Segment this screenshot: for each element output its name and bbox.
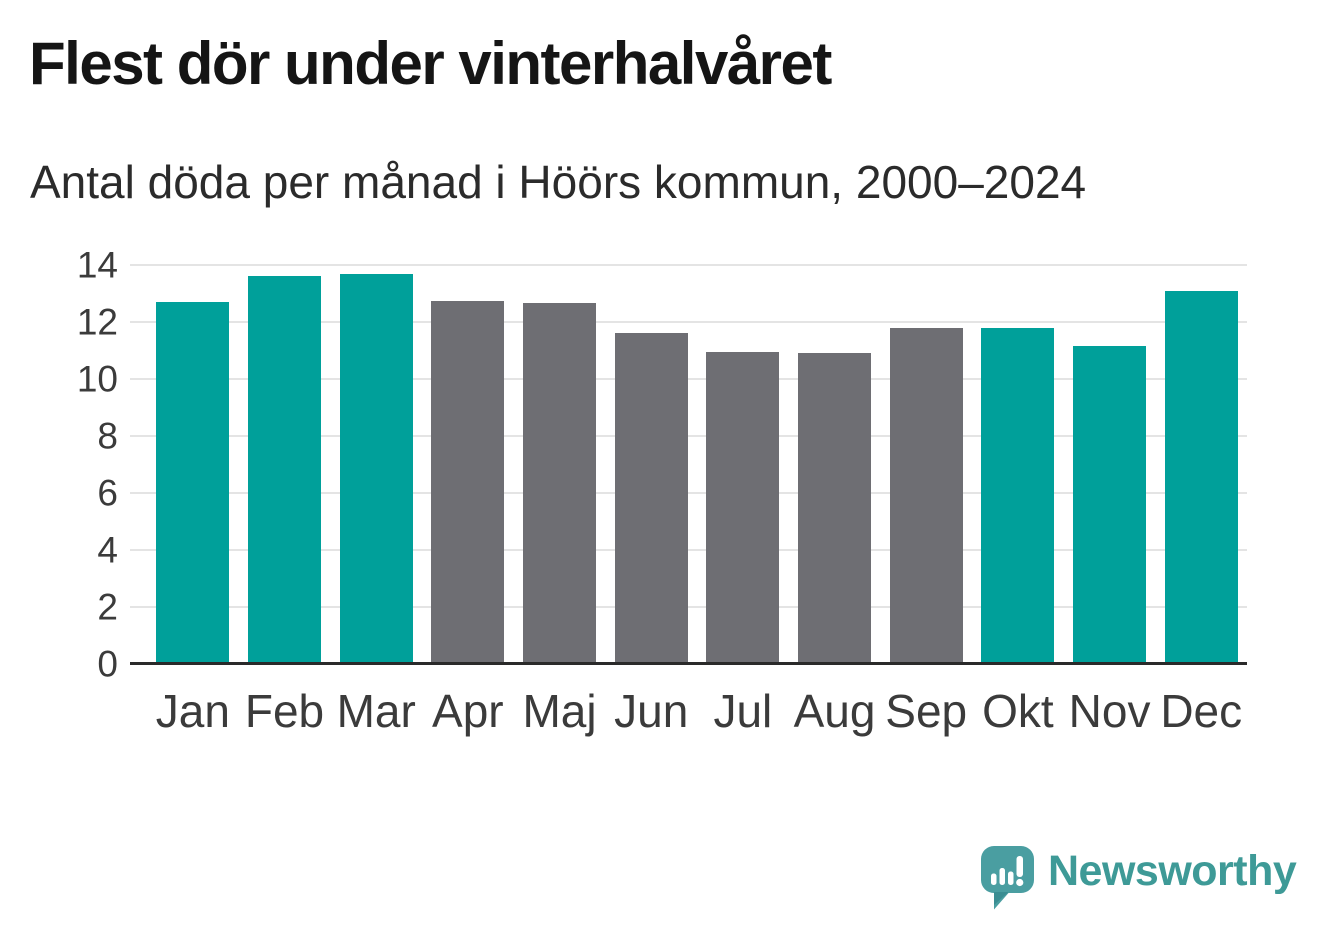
- bar-slot-dec: [1155, 265, 1247, 664]
- gridline-6: [130, 492, 1247, 494]
- x-tick-label-mar: Mar: [336, 685, 416, 737]
- y-tick-label-14: 14: [76, 244, 118, 286]
- x-tick-label-sep: Sep: [885, 685, 968, 737]
- gridline-8: [130, 435, 1247, 437]
- bar-slot-okt: [972, 265, 1064, 664]
- y-tick-label-10: 10: [76, 358, 118, 400]
- x-tick-label-jan: Jan: [155, 685, 230, 737]
- bar-aug: [798, 353, 872, 664]
- y-tick-label-4: 4: [97, 529, 118, 571]
- y-tick-label-12: 12: [76, 301, 118, 343]
- bar-slot-apr: [422, 265, 514, 664]
- bar-apr: [431, 300, 505, 664]
- bar-maj: [523, 303, 597, 664]
- bar-slot-aug: [789, 265, 881, 664]
- x-tick-label-feb: Feb: [244, 685, 325, 737]
- bar-mar: [339, 273, 413, 664]
- y-tick-label-0: 0: [97, 643, 118, 685]
- bar-slot-nov: [1064, 265, 1156, 664]
- bar-slot-sep: [880, 265, 972, 664]
- bar-slot-jun: [605, 265, 697, 664]
- chart-subtitle: Antal döda per månad i Höörs kommun, 200…: [30, 156, 1087, 208]
- bar-nov: [1073, 346, 1147, 664]
- bar-series: [147, 265, 1247, 664]
- x-axis-line: [130, 662, 1247, 665]
- gridline-10: [130, 378, 1247, 380]
- bar-jan: [156, 302, 230, 664]
- bar-jun: [614, 333, 688, 664]
- gridline-12: [130, 321, 1247, 323]
- x-tick-label-nov: Nov: [1068, 685, 1151, 737]
- x-tick-label-okt: Okt: [982, 685, 1054, 737]
- bar-slot-jul: [697, 265, 789, 664]
- x-tick-label-aug: Aug: [793, 685, 876, 737]
- bar-slot-maj: [514, 265, 606, 664]
- bar-okt: [981, 327, 1055, 664]
- bar-slot-jan: [147, 265, 239, 664]
- plot-area: 0 2 4 6 8 10 12 14 Jan Feb Mar Apr Maj Jun Jul Aug Sep O…: [77, 247, 1247, 734]
- bar-slot-mar: [330, 265, 422, 664]
- bar-dec: [1164, 290, 1238, 664]
- gridline-4: [130, 549, 1247, 551]
- bar-jul: [706, 351, 780, 664]
- brand-wordmark: Newsworthy: [1048, 847, 1297, 895]
- y-tick-label-2: 2: [97, 586, 118, 628]
- x-tick-label-apr: Apr: [432, 685, 504, 737]
- speech-bubble-bar-chart-icon: [981, 846, 1034, 910]
- bar-feb: [248, 276, 321, 664]
- page-title: Flest dör under vinterhalvåret: [29, 30, 832, 97]
- x-tick-label-dec: Dec: [1160, 685, 1243, 737]
- y-tick-label-8: 8: [97, 415, 118, 457]
- y-tick-label-6: 6: [97, 472, 118, 514]
- x-tick-label-maj: Maj: [522, 685, 597, 737]
- x-tick-label-jun: Jun: [614, 685, 689, 737]
- bar-sep: [889, 327, 963, 664]
- x-tick-label-jul: Jul: [713, 685, 773, 737]
- bar-slot-feb: [239, 265, 331, 664]
- x-axis-labels: Jan Feb Mar Apr Maj Jun Jul Aug Sep Okt Nov Dec: [147, 688, 1247, 734]
- brand-footer: Newsworthy: [980, 845, 1297, 913]
- gridline-2: [130, 606, 1247, 608]
- gridline-14: [130, 264, 1247, 266]
